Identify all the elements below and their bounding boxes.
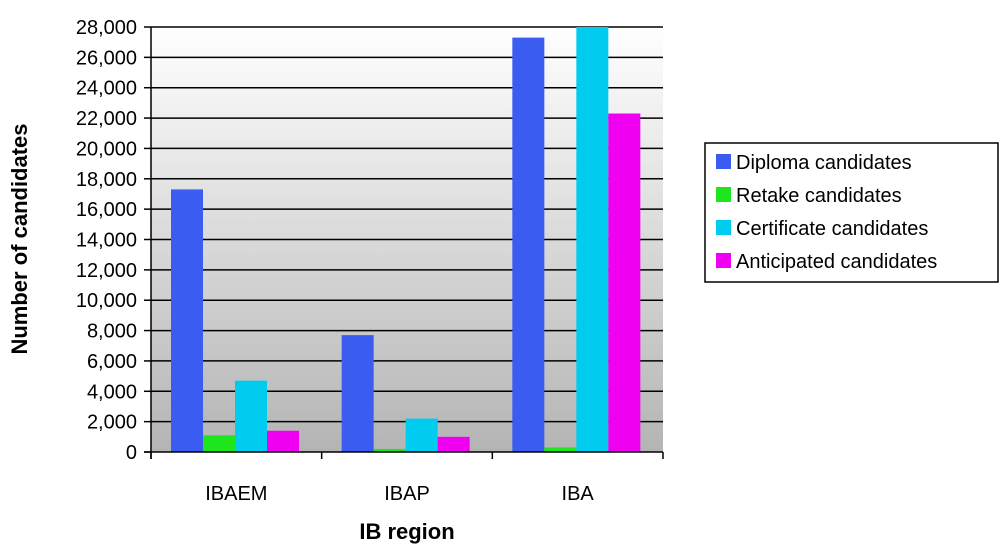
- y-tick-label: 24,000: [76, 78, 137, 100]
- bar: [437, 436, 470, 452]
- bar: [373, 448, 406, 452]
- y-tick-label: 0: [126, 442, 137, 464]
- bar: [512, 37, 545, 452]
- axes: [144, 26, 664, 459]
- y-axis-title: Number of candidates: [7, 123, 32, 354]
- legend-swatch: [716, 220, 731, 235]
- x-tick-labels: IBAEM IBAP IBA: [205, 483, 594, 505]
- legend-label: Diploma candidates: [736, 152, 912, 174]
- y-tick-labels: 0 2,000 4,000 6,000 8,000 10,000 12,000 14,000 1…: [76, 17, 137, 464]
- y-tick-label: 4,000: [87, 381, 137, 403]
- legend-label: Anticipated candidates: [736, 251, 937, 273]
- y-tick-label: 22,000: [76, 108, 137, 130]
- y-tick-label: 14,000: [76, 230, 137, 252]
- bar: [171, 189, 203, 453]
- y-tick-label: 26,000: [76, 47, 137, 69]
- y-tick-label: 16,000: [76, 199, 137, 221]
- x-tick-label: IBAEM: [205, 483, 267, 505]
- y-tick-label: 18,000: [76, 169, 137, 191]
- bar: [203, 435, 235, 452]
- x-axis-title: IB region: [359, 519, 454, 544]
- x-tick-label: IBA: [562, 483, 595, 505]
- y-tick-label: 20,000: [76, 138, 137, 160]
- bars: [171, 27, 641, 453]
- bar: [341, 335, 374, 452]
- y-tick-label: 12,000: [76, 260, 137, 282]
- bar: [576, 27, 609, 452]
- legend-box: [704, 142, 999, 283]
- legend-swatch: [716, 187, 731, 202]
- legend-swatch: [716, 253, 731, 268]
- bar: [405, 418, 438, 452]
- y-tick-label: 8,000: [87, 321, 137, 343]
- y-tick-label: 10,000: [76, 290, 137, 312]
- legend-label: Retake candidates: [736, 185, 902, 207]
- y-tick-label: 6,000: [87, 351, 137, 373]
- bar: [235, 380, 267, 452]
- y-tick-label: 2,000: [87, 412, 137, 434]
- bar: [608, 113, 641, 453]
- bar: [267, 430, 299, 452]
- legend: Diploma candidates Retake candidates Certi…: [704, 142, 999, 283]
- x-tick-label: IBAP: [384, 483, 430, 505]
- legend-swatch: [716, 154, 731, 169]
- legend-label: Certificate candidates: [736, 218, 928, 240]
- y-tick-label: 28,000: [76, 17, 137, 39]
- bar: [544, 447, 577, 452]
